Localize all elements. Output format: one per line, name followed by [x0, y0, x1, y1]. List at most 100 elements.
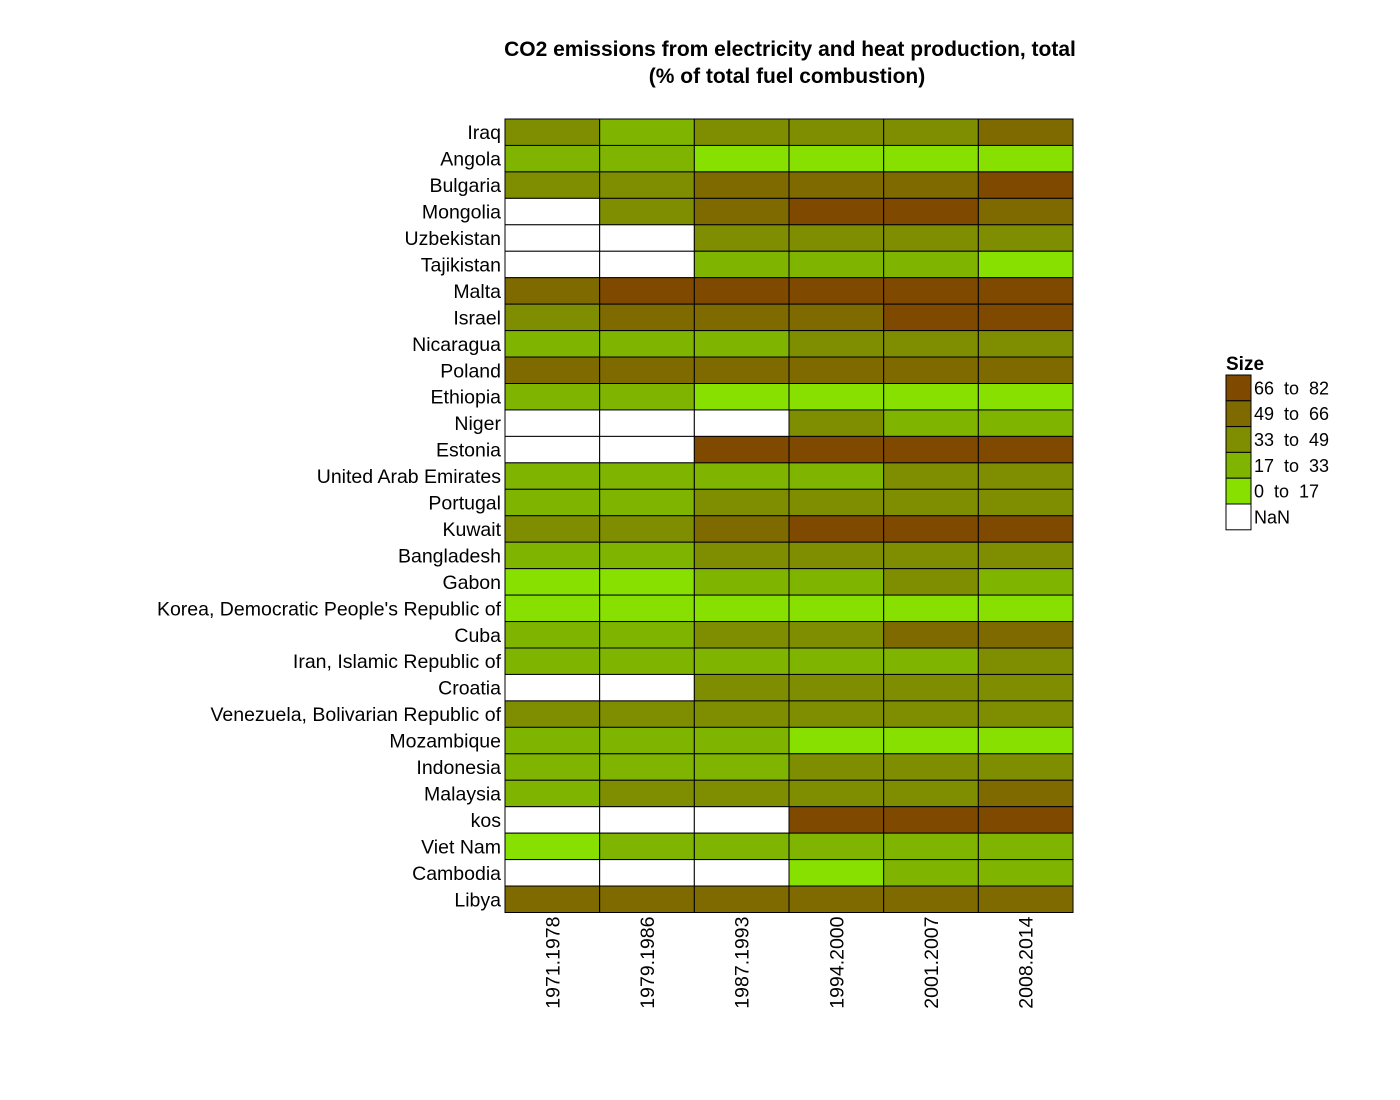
cell-portugal-2001-2007 [883, 488, 979, 517]
legend-label-nan: NaN [1254, 507, 1290, 527]
cell-portugal-2008-2014 [977, 488, 1074, 517]
cell-korea-democratic-people-s-republic-of-1971-1978 [504, 594, 601, 623]
cell-croatia-1987-1993 [693, 673, 790, 702]
row-label-croatia: Croatia [438, 678, 501, 700]
cell-mozambique-1987-1993 [693, 726, 790, 755]
cell-nicaragua-1971-1978 [504, 330, 601, 358]
cell-nicaragua-2008-2014 [977, 330, 1074, 358]
cell-malaysia-1987-1993 [693, 779, 790, 808]
cell-uzbekistan-1971-1978 [504, 224, 601, 252]
cell-iraq-1994-2000 [788, 118, 885, 146]
row-label-mongolia: Mongolia [422, 202, 501, 224]
cell-gabon-2008-2014 [977, 568, 1074, 596]
cell-bangladesh-2001-2007 [883, 541, 979, 570]
cell-niger-2001-2007 [883, 409, 979, 437]
cell-malta-1994-2000 [788, 277, 885, 305]
legend-label-0-to-17: 0 to 17 [1254, 482, 1319, 502]
legend-label-17-to-33: 17 to 33 [1254, 456, 1329, 476]
cell-angola-1971-1978 [504, 144, 601, 173]
cell-ethiopia-2008-2014 [977, 383, 1074, 411]
cell-angola-1987-1993 [693, 144, 790, 173]
cell-libya-1994-2000 [788, 885, 885, 913]
cell-venezuela-bolivarian-republic-of-1987-1993 [693, 700, 790, 728]
cell-kuwait-1987-1993 [693, 515, 790, 543]
row-label-tajikistan: Tajikistan [421, 254, 501, 276]
row-label-nicaragua: Nicaragua [412, 334, 501, 356]
column-label-1994-2000: 1994.2000 [826, 916, 848, 1008]
cell-kuwait-2008-2014 [977, 515, 1074, 543]
cell-gabon-1994-2000 [788, 568, 885, 596]
cell-cambodia-1987-1993 [693, 859, 790, 887]
cell-korea-democratic-people-s-republic-of-2008-2014 [977, 594, 1074, 623]
cell-israel-2008-2014 [977, 303, 1074, 332]
cell-kos-1979-1986 [599, 806, 695, 834]
cell-mongolia-1987-1993 [693, 197, 790, 226]
cell-tajikistan-2001-2007 [883, 250, 979, 279]
chart-title-line2: (% of total fuel combustion) [649, 65, 925, 88]
cell-libya-2008-2014 [977, 885, 1074, 913]
cell-indonesia-2008-2014 [977, 753, 1074, 781]
cell-poland-2001-2007 [883, 356, 979, 384]
cell-mongolia-1971-1978 [504, 197, 601, 226]
cell-libya-2001-2007 [883, 885, 979, 913]
cell-ethiopia-1994-2000 [788, 383, 885, 411]
cell-bulgaria-1994-2000 [788, 171, 885, 199]
cell-indonesia-1971-1978 [504, 753, 601, 781]
cell-malta-1979-1986 [599, 277, 695, 305]
cell-malta-1971-1978 [504, 277, 601, 305]
row-label-kos: kos [471, 810, 502, 832]
row-label-cuba: Cuba [454, 625, 501, 647]
cell-gabon-1987-1993 [693, 568, 790, 596]
legend-swatch-0-to-17 [1225, 477, 1252, 505]
cell-uzbekistan-1979-1986 [599, 224, 695, 252]
chart-title-line1: CO2 emissions from electricity and heat … [504, 38, 1076, 61]
cell-bulgaria-1971-1978 [504, 171, 601, 199]
cell-uzbekistan-1994-2000 [788, 224, 885, 252]
row-label-malta: Malta [453, 281, 501, 303]
cell-gabon-1971-1978 [504, 568, 601, 596]
cell-iraq-2001-2007 [883, 118, 979, 146]
cell-viet-nam-1994-2000 [788, 832, 885, 861]
row-label-mozambique: Mozambique [389, 731, 501, 753]
cell-poland-2008-2014 [977, 356, 1074, 384]
cell-tajikistan-1994-2000 [788, 250, 885, 279]
cell-kuwait-1979-1986 [599, 515, 695, 543]
cell-iraq-1971-1978 [504, 118, 601, 146]
cell-poland-1987-1993 [693, 356, 790, 384]
legend-label-33-to-49: 33 to 49 [1254, 430, 1329, 450]
cell-indonesia-1994-2000 [788, 753, 885, 781]
legend-label-66-to-82: 66 to 82 [1254, 378, 1329, 398]
cell-mozambique-2001-2007 [883, 726, 979, 755]
cell-libya-1979-1986 [599, 885, 695, 913]
cell-cuba-1979-1986 [599, 621, 695, 649]
cell-malta-2001-2007 [883, 277, 979, 305]
cell-mongolia-1994-2000 [788, 197, 885, 226]
column-label-1971-1978: 1971.1978 [542, 917, 564, 1009]
cell-niger-1987-1993 [693, 409, 790, 437]
row-label-united-arab-emirates: United Arab Emirates [317, 466, 502, 488]
cell-libya-1971-1978 [504, 885, 601, 913]
column-label-2001-2007: 2001.2007 [921, 917, 943, 1009]
cell-angola-1979-1986 [599, 144, 695, 173]
cell-iraq-1979-1986 [599, 118, 695, 146]
row-label-gabon: Gabon [442, 572, 501, 594]
cell-iran-islamic-republic-of-1987-1993 [693, 647, 790, 675]
row-label-viet-nam: Viet Nam [421, 836, 501, 858]
row-label-uzbekistan: Uzbekistan [405, 228, 501, 250]
cell-niger-2008-2014 [977, 409, 1074, 437]
cell-venezuela-bolivarian-republic-of-1971-1978 [504, 700, 601, 728]
row-label-bulgaria: Bulgaria [429, 175, 501, 197]
cell-bulgaria-1987-1993 [693, 171, 790, 199]
cell-israel-1987-1993 [693, 303, 790, 332]
cell-bangladesh-1971-1978 [504, 541, 601, 570]
row-label-niger: Niger [454, 413, 501, 435]
cell-iran-islamic-republic-of-2001-2007 [883, 647, 979, 675]
cell-cuba-2001-2007 [883, 621, 979, 649]
row-label-venezuela-bolivarian-republic-of: Venezuela, Bolivarian Republic of [210, 704, 501, 726]
row-label-iraq: Iraq [467, 122, 501, 144]
cell-kos-2008-2014 [977, 806, 1074, 834]
cell-malta-2008-2014 [977, 277, 1074, 305]
cell-venezuela-bolivarian-republic-of-1994-2000 [788, 700, 885, 728]
cell-bangladesh-1994-2000 [788, 541, 885, 570]
cell-angola-2001-2007 [883, 144, 979, 173]
